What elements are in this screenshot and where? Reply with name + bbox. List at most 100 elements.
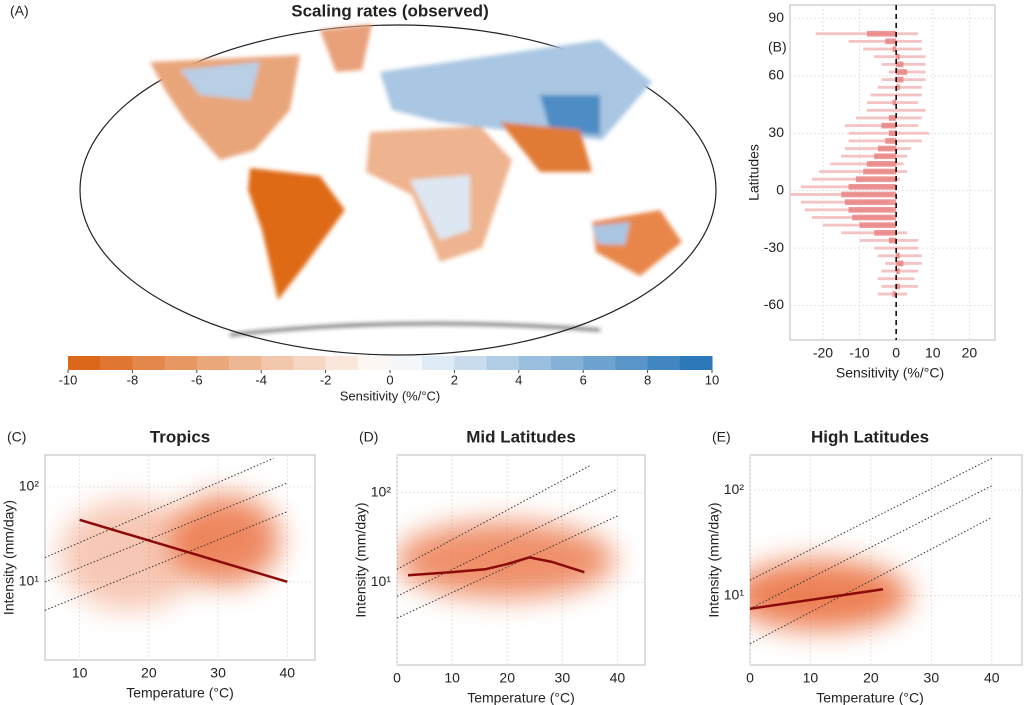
colorbar-cell [454,356,488,370]
data-cloud [397,522,615,598]
x-tick-label: 30 [555,670,571,686]
bar [892,99,897,106]
colorbar-cell [422,356,455,370]
y-tick-label: 10² [19,478,40,494]
colorbar-tick-label: -6 [191,372,203,387]
y-axis-label: Intensity (mm/day) [706,502,722,617]
chart-title: High Latitudes [811,427,929,446]
colorbar-cell [390,356,423,370]
x-tick-label: -20 [813,345,833,361]
bar [892,46,897,52]
error-bar [866,108,926,112]
series-line [749,587,884,611]
data-cloud [170,495,280,585]
land [150,24,682,336]
error-bar [819,170,908,173]
bar [841,191,897,198]
colorbar-cell [518,356,552,370]
colorbar-cell [196,356,230,370]
plot-frame [789,4,996,341]
colorbar-tick-label: -4 [255,372,267,387]
colorbar-cell [100,356,133,370]
y-axis-label: Latitudes [746,144,762,201]
bar [888,237,897,244]
bar [844,199,897,206]
x-tick-label: 40 [610,670,626,686]
colorbar-cell [68,356,101,370]
bar [896,53,900,60]
bar [874,153,897,160]
x-tick-label: 10 [72,665,88,681]
bar [896,260,904,267]
panel-label: (C) [7,429,26,445]
bar [859,222,897,229]
colorbar-cell [164,356,198,370]
x-axis-label: Temperature (°C) [126,685,234,701]
colorbar-tick-label: 4 [515,372,522,387]
panel-label: (D) [359,429,378,445]
colorbar-cell [229,356,262,370]
bar [877,145,897,152]
x-tick-label: 30 [210,665,226,681]
bar [896,283,900,290]
error-bar [800,200,889,204]
bar [888,115,897,121]
x-tick-label: 0 [393,670,401,686]
series-line [79,518,288,584]
bar [896,268,900,274]
error-bar [885,261,922,265]
bar [896,76,904,83]
x-tick-label: 20 [863,670,879,686]
y-tick-label: 10² [371,483,392,499]
panel-label: (E) [712,429,731,445]
x-tick-label: -10 [849,345,869,361]
colorbar-tick-label: -10 [59,372,78,387]
colorbar-tick-label: 2 [451,372,458,387]
y-tick-label: 90 [768,9,784,25]
bar [863,168,897,175]
colorbar-cell [357,356,391,370]
bar [896,252,900,259]
error-bar [811,177,900,181]
error-bar [870,93,922,97]
bar [888,130,897,137]
colorbar-tick-label: 0 [386,372,393,387]
colorbar-cell [679,356,713,370]
colorbar-tick-label: -2 [320,372,332,387]
x-tick-label: 30 [924,670,940,686]
error-bar [881,78,926,82]
error-bar [844,124,919,128]
y-tick-label: 10¹ [724,586,745,602]
colorbar-tick-label: 10 [705,372,719,387]
y-tick-label: -60 [764,296,784,312]
colorbar-cell [261,356,294,370]
data-cloud [750,560,910,630]
x-axis-label: Temperature (°C) [467,690,575,705]
y-tick-label: 10¹ [19,573,40,589]
colorbar-tick-label: -8 [127,372,139,387]
y-tick-label: 10² [724,481,745,497]
bar [848,206,897,213]
colorbar-cell [486,356,520,370]
reference-line [44,482,288,583]
x-tick-label: 20 [141,665,157,681]
reference-line [396,488,618,597]
bar [874,229,897,236]
panel-label: (B) [768,39,787,55]
y-tick-label: -30 [764,239,784,255]
chart-title: Tropics [150,427,210,446]
colorbar-cell [293,356,327,370]
panel-label: (A) [10,3,29,19]
series-line [407,556,585,577]
y-tick-label: 30 [768,124,784,140]
chart-title: Mid Latitudes [466,427,576,446]
x-tick-label: 40 [984,670,1000,686]
colorbar-tick-label: 8 [644,372,651,387]
colorbar-cell [551,356,584,370]
x-tick-label: 10 [444,670,460,686]
y-axis-label: Intensity (mm/day) [1,500,17,615]
bar [866,161,897,167]
bar [852,214,897,221]
x-tick-label: 10 [925,345,941,361]
